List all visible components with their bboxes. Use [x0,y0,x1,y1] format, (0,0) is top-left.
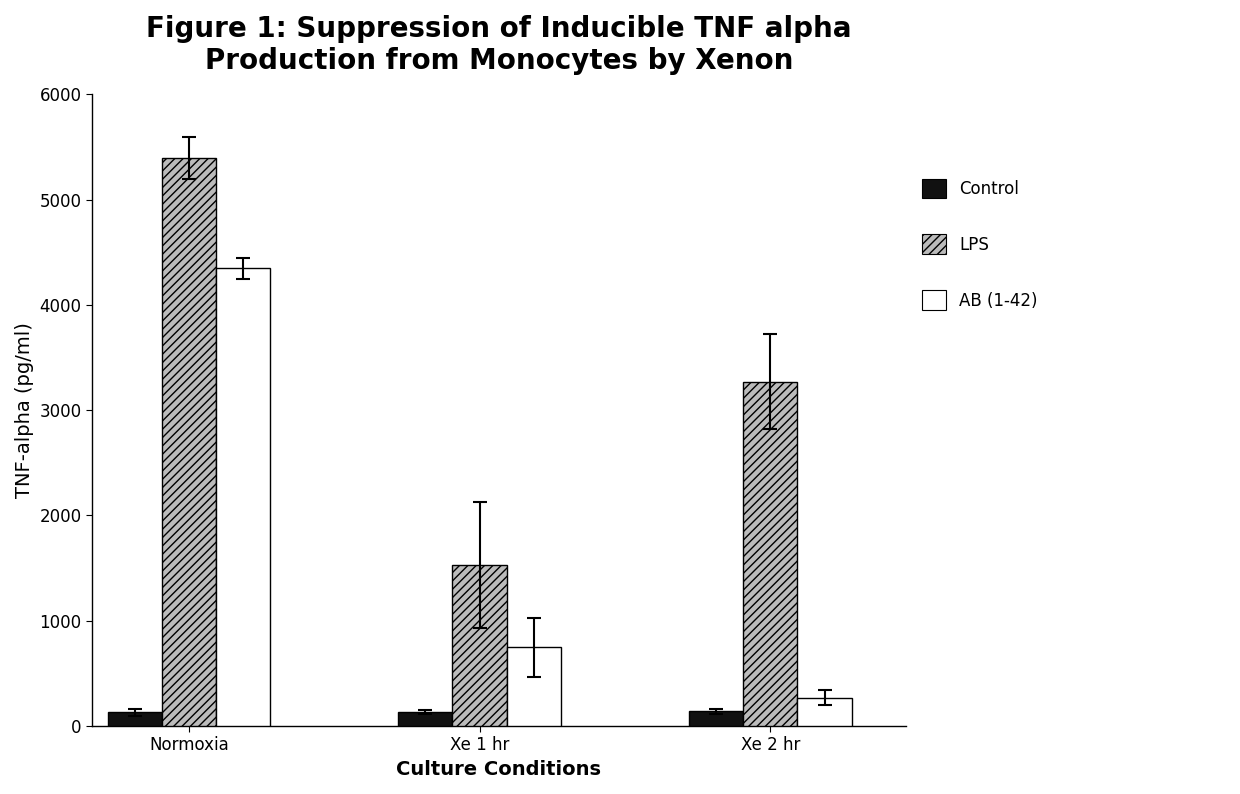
Bar [162,157,216,726]
Bar [398,712,453,726]
Bar [797,698,852,726]
Legend: Control, LPS, AB (1-42): Control, LPS, AB (1-42) [923,179,1038,310]
X-axis label: Culture Conditions: Culture Conditions [397,760,601,779]
Bar [743,382,797,726]
Y-axis label: TNF-alpha (pg/ml): TNF-alpha (pg/ml) [15,322,33,498]
Bar [108,712,162,726]
Bar [216,268,270,726]
Title: Figure 1: Suppression of Inducible TNF alpha
Production from Monocytes by Xenon: Figure 1: Suppression of Inducible TNF a… [146,15,852,75]
Bar [453,565,507,726]
Bar [507,647,560,726]
Bar [689,711,743,726]
